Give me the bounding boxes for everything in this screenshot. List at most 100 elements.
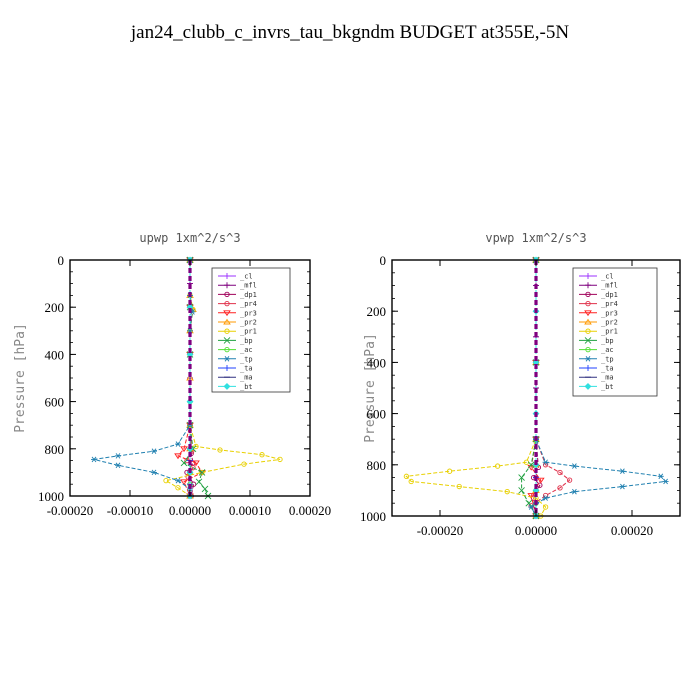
- legend-marker: [585, 300, 591, 307]
- figure-title: jan24_clubb_c_invrs_tau_bkgndm BUDGET at…: [130, 22, 570, 43]
- data-point: [619, 483, 626, 490]
- data-point: [403, 473, 410, 479]
- data-point: [277, 456, 283, 463]
- data-point: [518, 487, 525, 494]
- y-tick-label: 200: [367, 304, 387, 319]
- legend-label: _ac: [240, 346, 253, 354]
- panel-vpwp: vpwp 1xm^2/s^3 Pressure [hPa] 0 200 400 600 80…: [360, 231, 681, 538]
- legend-label: _bp: [601, 337, 614, 345]
- data-point: [163, 478, 169, 484]
- data-point: [527, 461, 535, 469]
- data-point: [198, 469, 206, 476]
- data-point: [201, 485, 209, 493]
- panel-title: upwp 1xm^2/s^3: [139, 231, 240, 245]
- data-point: [619, 468, 626, 474]
- data-point: [456, 483, 462, 490]
- data-point: [151, 469, 157, 476]
- data-point: [151, 448, 157, 454]
- legend-label: _bt: [240, 383, 253, 391]
- y-tick-label: 600: [45, 395, 65, 410]
- y-tick-label: 400: [45, 347, 65, 362]
- data-point: [566, 477, 573, 483]
- x-tick-label: 0.00000: [169, 503, 211, 518]
- legend-label: _ma: [240, 374, 253, 382]
- legend-label: _ma: [601, 374, 614, 382]
- legend-marker: [224, 300, 230, 307]
- legend-marker: [223, 337, 231, 344]
- x-tick-label: -0.00010: [107, 503, 154, 518]
- legend-marker: [585, 346, 591, 353]
- series-line-tp: [93, 260, 193, 496]
- data-point: [528, 504, 535, 510]
- legend-marker: [585, 273, 591, 279]
- legend-marker: [584, 337, 592, 344]
- data-point: [504, 489, 510, 495]
- panel-upwp: upwp 1xm^2/s^3 Pressure [hPa] 0 200 400 600 80…: [13, 231, 331, 518]
- legend-label: _mfl: [240, 282, 257, 290]
- legend-label: _pr2: [601, 319, 618, 327]
- panel-title: vpwp 1xm^2/s^3: [485, 231, 586, 245]
- y-tick-label: 1000: [38, 489, 64, 504]
- data-point: [518, 474, 525, 481]
- data-point: [180, 459, 188, 467]
- y-tick-label: 1000: [360, 509, 386, 524]
- legend-marker: [224, 273, 230, 279]
- legend-label: _pr3: [601, 309, 618, 317]
- legend-marker: [585, 365, 591, 371]
- data-point: [542, 459, 549, 466]
- data-point: [174, 453, 182, 460]
- legend-marker: [585, 328, 591, 334]
- legend-label: _pr4: [240, 300, 257, 308]
- legend-marker: [224, 356, 230, 362]
- data-point: [557, 469, 563, 476]
- series-line-bp: [183, 260, 209, 497]
- x-tick-label: -0.00020: [417, 523, 464, 538]
- y-tick-label: 800: [367, 458, 387, 473]
- data-point: [494, 463, 501, 469]
- legend-marker: [224, 328, 230, 334]
- data-point: [571, 463, 578, 469]
- x-tick-label: 0.00020: [611, 523, 653, 538]
- legend-label: _bt: [601, 383, 614, 391]
- series-group: [403, 256, 669, 520]
- data-point: [525, 499, 533, 507]
- legend-label: _ta: [240, 365, 253, 373]
- data-point: [571, 488, 578, 495]
- legend-label: _dp1: [601, 291, 618, 299]
- x-tick-label: 0.00000: [515, 523, 557, 538]
- legend-marker: [224, 365, 230, 371]
- data-point: [175, 485, 181, 491]
- y-axis-label: Pressure [hPa]: [13, 323, 28, 433]
- legend-label: _pr1: [601, 328, 618, 336]
- data-point: [259, 452, 265, 458]
- legend-marker: [223, 382, 231, 390]
- data-point: [192, 460, 200, 467]
- data-point: [217, 447, 223, 453]
- legend-marker: [223, 310, 231, 317]
- data-point: [557, 485, 563, 491]
- data-point: [180, 446, 188, 453]
- data-point: [536, 477, 545, 484]
- y-tick-label: 0: [58, 253, 65, 268]
- data-point: [190, 465, 196, 471]
- legend-label: _cl: [240, 273, 253, 281]
- y-tick-label: 400: [367, 355, 387, 370]
- y-tick-label: 200: [45, 300, 65, 315]
- legend-marker: [585, 291, 591, 298]
- data-point: [542, 504, 549, 510]
- legend-marker: [224, 282, 230, 289]
- legend-marker: [224, 291, 230, 298]
- legend-label: _bp: [240, 337, 253, 345]
- series-group: [91, 256, 283, 500]
- data-point: [527, 493, 536, 499]
- data-point: [241, 461, 247, 467]
- data-point: [657, 473, 664, 480]
- y-tick-label: 0: [380, 253, 387, 268]
- y-tick-label: 600: [367, 407, 387, 422]
- series-line-pr3: [177, 260, 203, 497]
- legend-label: _pr4: [601, 300, 618, 308]
- data-point: [175, 477, 181, 484]
- legend-label: _ac: [601, 346, 614, 354]
- data-point: [408, 478, 414, 485]
